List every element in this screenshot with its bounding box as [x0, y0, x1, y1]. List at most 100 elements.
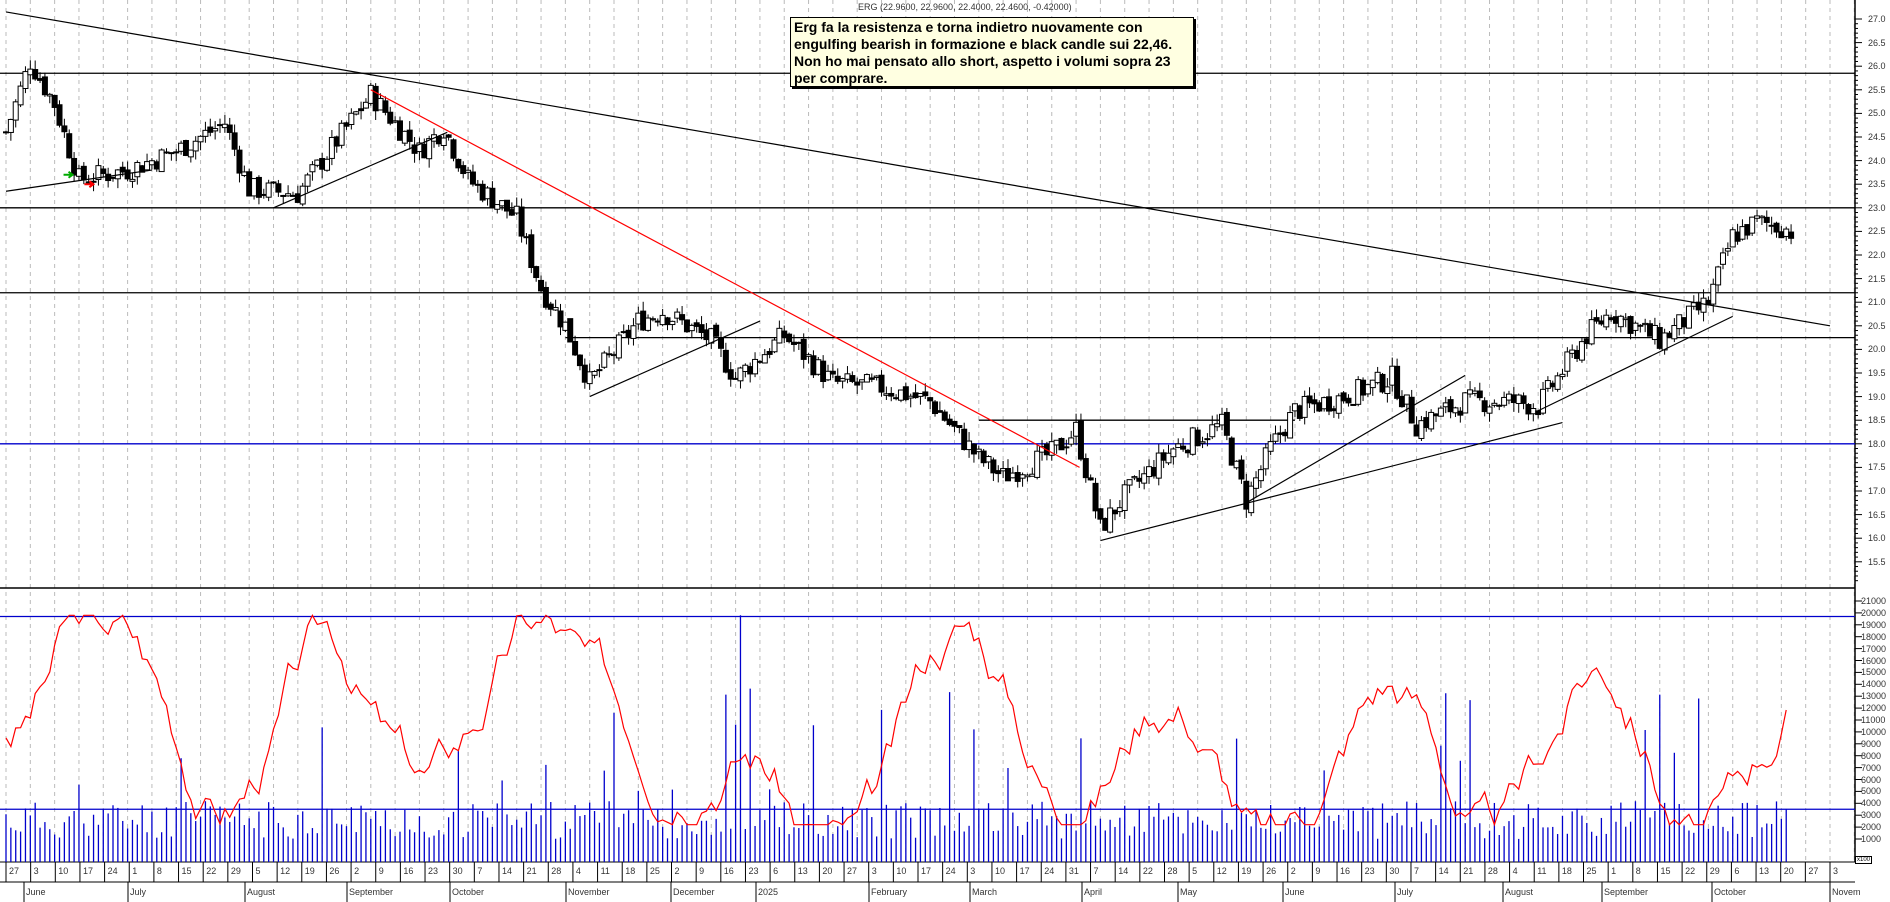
candle-body[interactable]	[455, 158, 462, 169]
candle-body[interactable]	[1389, 365, 1396, 386]
candle-body[interactable]	[1321, 397, 1328, 410]
candle-body[interactable]	[1024, 474, 1031, 478]
candle-body[interactable]	[1097, 508, 1104, 520]
candle-body[interactable]	[1364, 384, 1371, 395]
candle-body[interactable]	[56, 104, 63, 126]
candle-body[interactable]	[786, 333, 793, 343]
candle-body[interactable]	[1476, 390, 1483, 399]
candle-body[interactable]	[601, 352, 608, 368]
candle-body[interactable]	[251, 178, 258, 197]
candle-body[interactable]	[80, 165, 87, 181]
candle-body[interactable]	[781, 330, 788, 338]
candle-body[interactable]	[722, 349, 729, 373]
candle-body[interactable]	[460, 165, 467, 175]
candle-body[interactable]	[1471, 390, 1478, 394]
candle-body[interactable]	[148, 160, 155, 166]
candle-body[interactable]	[820, 360, 827, 382]
candle-body[interactable]	[27, 68, 34, 76]
candle-body[interactable]	[1681, 317, 1688, 328]
candle-body[interactable]	[688, 324, 695, 332]
candle-body[interactable]	[732, 377, 739, 380]
candle-body[interactable]	[182, 140, 189, 156]
candle-body[interactable]	[1355, 379, 1362, 405]
trendline[interactable]	[273, 131, 448, 209]
candle-body[interactable]	[168, 152, 175, 155]
candle-body[interactable]	[1335, 395, 1342, 414]
candle-body[interactable]	[1612, 316, 1619, 324]
candle-body[interactable]	[377, 97, 384, 111]
candle-body[interactable]	[1257, 469, 1264, 482]
candle-body[interactable]	[1146, 466, 1153, 478]
candle-body[interactable]	[392, 120, 399, 123]
candle-body[interactable]	[1029, 473, 1036, 477]
candle-body[interactable]	[1360, 379, 1367, 396]
candle-body[interactable]	[893, 397, 900, 400]
candle-body[interactable]	[917, 393, 924, 397]
candle-body[interactable]	[825, 370, 832, 381]
candle-body[interactable]	[503, 199, 510, 212]
candle-body[interactable]	[1588, 319, 1595, 345]
candle-body[interactable]	[1253, 477, 1260, 489]
candle-body[interactable]	[1184, 449, 1191, 454]
candle-body[interactable]	[1408, 396, 1415, 424]
candle-body[interactable]	[1111, 509, 1118, 515]
candle-body[interactable]	[523, 236, 530, 239]
candle-body[interactable]	[421, 143, 428, 159]
candle-body[interactable]	[1092, 482, 1099, 512]
candle-body[interactable]	[907, 395, 914, 399]
candle-body[interactable]	[178, 142, 185, 152]
candle-body[interactable]	[533, 266, 540, 279]
candle-body[interactable]	[1627, 316, 1634, 334]
candle-body[interactable]	[1306, 395, 1313, 404]
candle-body[interactable]	[698, 324, 705, 334]
candle-body[interactable]	[348, 112, 355, 126]
candle-body[interactable]	[1345, 397, 1352, 404]
candle-body[interactable]	[158, 149, 165, 173]
candle-body[interactable]	[1462, 392, 1469, 414]
candle-body[interactable]	[1671, 325, 1678, 340]
candle-body[interactable]	[795, 341, 802, 344]
candle-body[interactable]	[1384, 386, 1391, 395]
candle-body[interactable]	[936, 410, 943, 413]
candle-body[interactable]	[1418, 420, 1425, 439]
candle-body[interactable]	[888, 392, 895, 397]
candle-body[interactable]	[484, 187, 491, 200]
candle-body[interactable]	[1243, 480, 1250, 510]
candle-body[interactable]	[1569, 349, 1576, 354]
candle-body[interactable]	[1058, 437, 1065, 451]
candle-body[interactable]	[844, 373, 851, 380]
candle-body[interactable]	[445, 134, 452, 138]
candle-body[interactable]	[1574, 349, 1581, 359]
candle-body[interactable]	[1034, 450, 1041, 478]
candle-body[interactable]	[324, 158, 331, 171]
candle-body[interactable]	[1486, 406, 1493, 414]
candle-body[interactable]	[275, 183, 282, 193]
candle-body[interactable]	[1170, 448, 1177, 458]
candle-body[interactable]	[1219, 413, 1225, 426]
candle-body[interactable]	[878, 374, 885, 393]
candle-body[interactable]	[1194, 429, 1201, 447]
candle-body[interactable]	[1311, 399, 1318, 405]
candle-body[interactable]	[1603, 314, 1610, 328]
candle-body[interactable]	[1491, 402, 1498, 406]
candle-body[interactable]	[1340, 392, 1347, 402]
candle-body[interactable]	[246, 171, 253, 197]
candle-body[interactable]	[1233, 460, 1240, 469]
candle-body[interactable]	[494, 204, 501, 210]
candle-body[interactable]	[1520, 395, 1527, 404]
candle-body[interactable]	[927, 397, 934, 402]
candle-body[interactable]	[1150, 467, 1157, 477]
candle-body[interactable]	[975, 448, 982, 453]
candle-body[interactable]	[1632, 322, 1639, 331]
candle-body[interactable]	[1734, 231, 1741, 242]
candle-body[interactable]	[358, 108, 365, 112]
candle-body[interactable]	[1068, 437, 1075, 445]
candle-body[interactable]	[1617, 315, 1624, 328]
candle-body[interactable]	[1131, 476, 1138, 479]
candle-body[interactable]	[328, 136, 335, 159]
candle-body[interactable]	[956, 425, 963, 428]
candle-body[interactable]	[946, 418, 953, 426]
candle-body[interactable]	[134, 161, 141, 178]
candle-body[interactable]	[562, 321, 569, 331]
candle-body[interactable]	[1535, 410, 1542, 416]
